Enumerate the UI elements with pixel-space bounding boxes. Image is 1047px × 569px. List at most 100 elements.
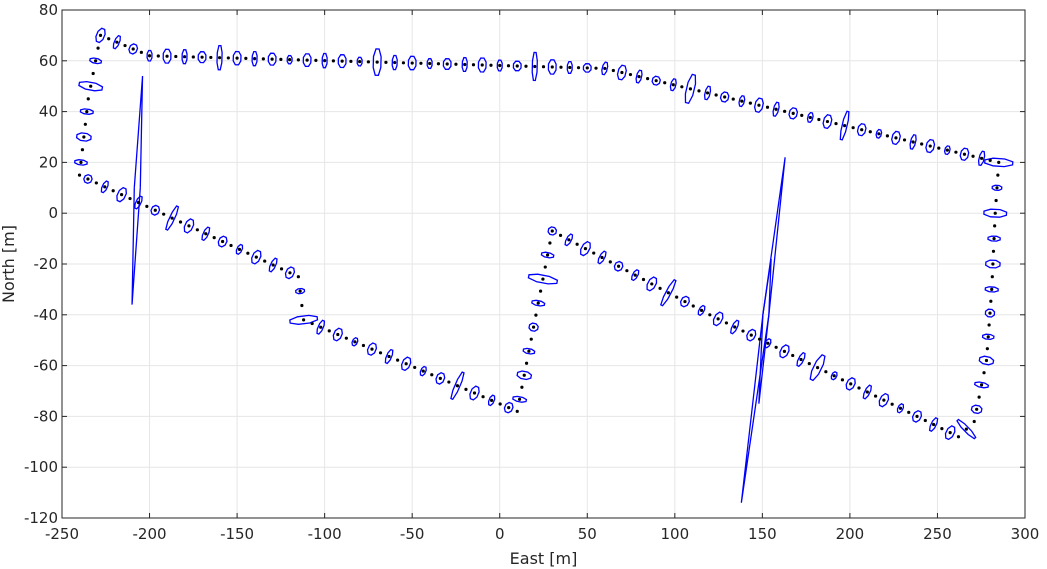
position-estimate: [807, 361, 811, 366]
position-estimate: [261, 57, 265, 61]
position-estimate: [296, 58, 300, 62]
position-estimate: [633, 273, 637, 277]
position-estimate: [550, 65, 554, 69]
uncertainty-ellipse: [669, 78, 677, 92]
uncertainty-ellipse: [646, 276, 658, 292]
uncertainty-ellipse: [712, 311, 724, 327]
position-estimate: [817, 117, 821, 122]
uncertainty-ellipse: [216, 44, 223, 71]
uncertainty-ellipse: [566, 60, 573, 74]
position-estimate: [263, 259, 267, 263]
position-estimate: [558, 233, 563, 237]
position-estimate: [119, 193, 124, 197]
uncertainty-ellipse: [839, 110, 850, 141]
uncertainty-ellipse: [616, 64, 627, 81]
position-estimate: [533, 64, 537, 69]
grid: [61, 9, 1026, 519]
position-estimate: [774, 345, 778, 349]
uncertainty-ellipse: [366, 342, 378, 356]
y-tick-label: 60: [39, 52, 58, 70]
position-estimate: [840, 378, 845, 382]
position-estimate: [851, 126, 855, 130]
position-estimate: [524, 64, 528, 68]
position-estimate: [507, 406, 511, 410]
position-estimate: [697, 89, 701, 93]
position-estimate: [991, 249, 996, 253]
uncertainty-ellipse: [984, 286, 999, 293]
position-estimate: [765, 105, 770, 109]
position-estimate: [517, 397, 522, 401]
uncertainty-ellipse: [74, 159, 88, 166]
position-estimate: [971, 154, 975, 158]
position-estimate: [480, 63, 484, 67]
uncertainty-ellipse: [597, 250, 607, 265]
position-estimate: [902, 138, 907, 142]
uncertainty-ellipse: [540, 251, 555, 259]
uncertainty-ellipse: [391, 54, 398, 71]
position-estimate: [985, 347, 989, 351]
position-estimate: [178, 220, 183, 224]
position-estimate: [898, 406, 903, 410]
uncertainty-ellipse: [875, 128, 883, 139]
position-estimate: [94, 181, 98, 185]
position-estimate: [170, 216, 174, 220]
position-estimate: [842, 124, 847, 128]
position-estimate: [583, 247, 588, 251]
position-estimate: [575, 242, 579, 246]
position-estimate: [980, 156, 984, 160]
position-estimate: [611, 68, 615, 73]
position-estimate: [82, 135, 86, 139]
uncertainty-ellipse: [956, 418, 977, 440]
position-estimate: [349, 59, 353, 63]
uncertainty-ellipse: [165, 205, 180, 231]
position-estimate: [625, 269, 629, 273]
uncertainty-ellipse: [991, 184, 1003, 191]
position-estimate: [200, 55, 204, 59]
position-estimate: [331, 59, 335, 63]
position-estimate: [217, 56, 222, 60]
position-estimate: [911, 140, 915, 144]
position-estimate: [675, 295, 679, 299]
position-estimate: [548, 241, 552, 245]
position-estimate: [617, 264, 621, 268]
uncertainty-ellipse: [516, 370, 533, 381]
position-estimate: [956, 435, 961, 439]
position-estimate: [413, 365, 417, 370]
position-estimate: [131, 47, 135, 51]
uncertainty-ellipse: [150, 204, 161, 216]
uncertainty-ellipse: [703, 85, 712, 101]
position-estimate: [654, 79, 658, 83]
position-estimate: [882, 398, 886, 402]
uncertainty-ellipse: [679, 295, 690, 308]
uncertainty-ellipse: [337, 54, 347, 69]
uncertainty-ellipse: [503, 401, 514, 414]
uncertainty-ellipse: [289, 314, 319, 325]
uncertainty-ellipse: [911, 409, 923, 423]
position-estimate: [522, 373, 526, 377]
position-estimate: [279, 57, 283, 61]
position-estimate: [86, 177, 90, 181]
y-axis-label: North [m]: [0, 225, 18, 303]
position-estimate: [731, 97, 735, 101]
x-tick-label: -50: [400, 525, 425, 543]
position-estimate: [791, 353, 795, 358]
uncertainty-ellipse: [78, 80, 104, 92]
y-tick-label: -20: [34, 255, 59, 273]
y-tick-label: 0: [48, 204, 58, 222]
position-estimate: [94, 59, 98, 63]
uncertainty-ellipse: [251, 50, 258, 67]
position-estimate: [723, 95, 727, 99]
position-estimate: [975, 407, 979, 411]
uncertainty-ellipse: [435, 371, 446, 385]
uncertainty-ellipse: [267, 52, 277, 66]
uncertainty-ellipse: [651, 75, 661, 86]
position-estimate: [988, 311, 992, 315]
uncertainty-ellipse: [201, 226, 211, 242]
uncertainty-ellipse: [753, 97, 764, 114]
position-estimate: [103, 185, 107, 189]
uncertainty-ellipse: [582, 63, 592, 73]
position-estimate: [915, 414, 919, 418]
uncertainty-ellipse: [487, 394, 496, 407]
uncertainty-ellipse: [79, 108, 94, 115]
position-estimate: [524, 361, 529, 365]
